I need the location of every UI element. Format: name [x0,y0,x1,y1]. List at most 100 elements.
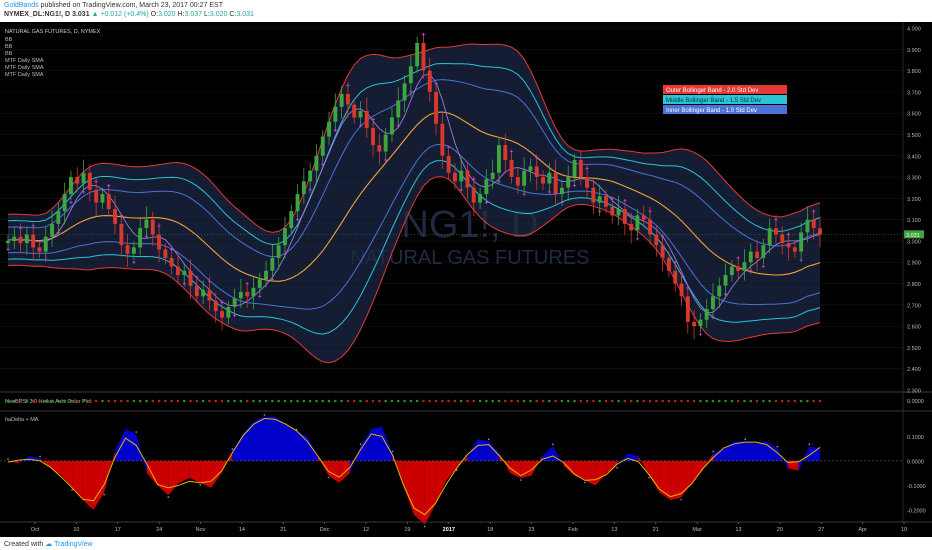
osc-marker [103,493,105,496]
last-price-badge [904,230,924,239]
ha-dot [308,399,312,403]
legend-entry: Inner Bollinger Band - 1.0 Std Dev [666,108,757,114]
ha-dot [88,399,92,403]
ha-dot [459,399,463,403]
indicator-label: MTF Daily SMA [5,65,44,71]
candle-body [346,94,350,105]
osc-marker [616,466,618,469]
ha-dot [239,399,243,403]
candle-body [75,177,80,184]
signal-marker [472,177,476,181]
candle-body [572,160,577,177]
ohlc-value: 3.037 [184,11,203,18]
ha-dot [44,399,48,403]
ohlc-value: 3.020 [158,11,176,18]
price-tick-label: 3.800 [907,69,921,75]
ha-dot [403,399,406,403]
author-link[interactable]: GoldBands [4,2,39,9]
candle-body [648,219,652,235]
ha-dot [107,399,111,403]
candle-body [408,66,413,84]
ha-dot [604,399,608,403]
signal-marker [270,277,274,281]
candle-body [194,285,199,297]
candle-body [811,219,816,229]
symbol-name[interactable]: NYMEX_DL:NG1!, D [4,11,71,18]
ha-dot [340,399,343,403]
candle-body [87,172,92,190]
ha-dot [346,399,350,403]
candle-body [818,228,822,235]
signal-marker [207,279,212,283]
candle-body [220,311,224,318]
signal-marker [170,247,174,252]
osc-area-segment [659,460,671,500]
x-tick-label: Dec [320,527,330,533]
x-tick-label: 17 [115,527,121,533]
candle-body [100,194,105,203]
price-tick-label: 2.600 [907,325,921,331]
ha-dot [642,399,646,403]
candle-body [566,177,571,188]
ohlc-key: C: [229,11,237,18]
x-tick-label: Feb [568,527,577,533]
x-tick-label: 12 [363,527,369,533]
ha-dot [686,399,690,403]
signal-marker [333,128,337,132]
candle-body [31,234,36,248]
signal-marker [459,188,463,192]
ha-dot [447,399,450,403]
indicator-label: MTF Daily SMA [5,58,44,64]
ha-dot [38,399,41,403]
signal-marker [384,158,388,162]
ha-dot [806,399,809,403]
last-price-label: 3.031 [906,233,920,239]
x-tick-label: 23 [529,527,535,533]
candle-body [604,196,608,207]
osc-area-segment [723,441,735,461]
candle-body [396,100,401,118]
osc-tick-label: 0.1000 [907,435,924,441]
x-tick-label: 14 [239,527,245,533]
signal-marker [157,224,161,228]
signal-marker [661,235,665,239]
signal-marker [195,275,199,279]
ha-dot [573,399,576,403]
ha-dot [182,399,186,403]
x-tick-label: Oct [31,527,40,533]
osc-area-segment [713,448,724,461]
candle-body [799,232,804,252]
osc-marker [455,469,458,472]
ha-dot [466,399,469,403]
candle-body [207,289,212,301]
chart-canvas[interactable]: 4.000 3.900 3.800 3.700 3.600 3.500 3.400 3.300… [0,22,932,537]
osc-area-segment [211,460,222,488]
candle-body [56,211,61,224]
ha-dot [264,399,268,403]
signal-marker [94,179,98,183]
candle-body [314,155,319,171]
osc-area-segment [189,460,201,483]
ha-dot [245,399,249,403]
osc-area-segment [681,460,692,498]
candle-body [446,155,451,173]
outer-band-upper [7,43,821,233]
x-tick-label: 18 [487,527,493,533]
candle-body [616,209,621,216]
header-bar: GoldBands published on TradingView.com, … [0,0,932,22]
osc-marker [7,458,9,460]
ohlc-value: 3.031 [236,11,254,18]
ha-dot [692,399,696,403]
ha-dot [138,399,142,403]
x-tick-label: Nov [196,527,206,533]
signal-marker [132,260,136,264]
chart-title: NATURAL GAS FUTURES, D, NYMEX [5,29,101,35]
x-tick-label: 27 [818,527,824,533]
candle-body [453,172,457,182]
ha-dot [541,399,545,403]
osc-area-segment [456,456,468,469]
ha-dot [453,399,457,403]
ohlc-key: O: [150,11,159,18]
tradingview-brand[interactable]: TradingView [54,541,93,548]
sma-line [7,111,821,282]
